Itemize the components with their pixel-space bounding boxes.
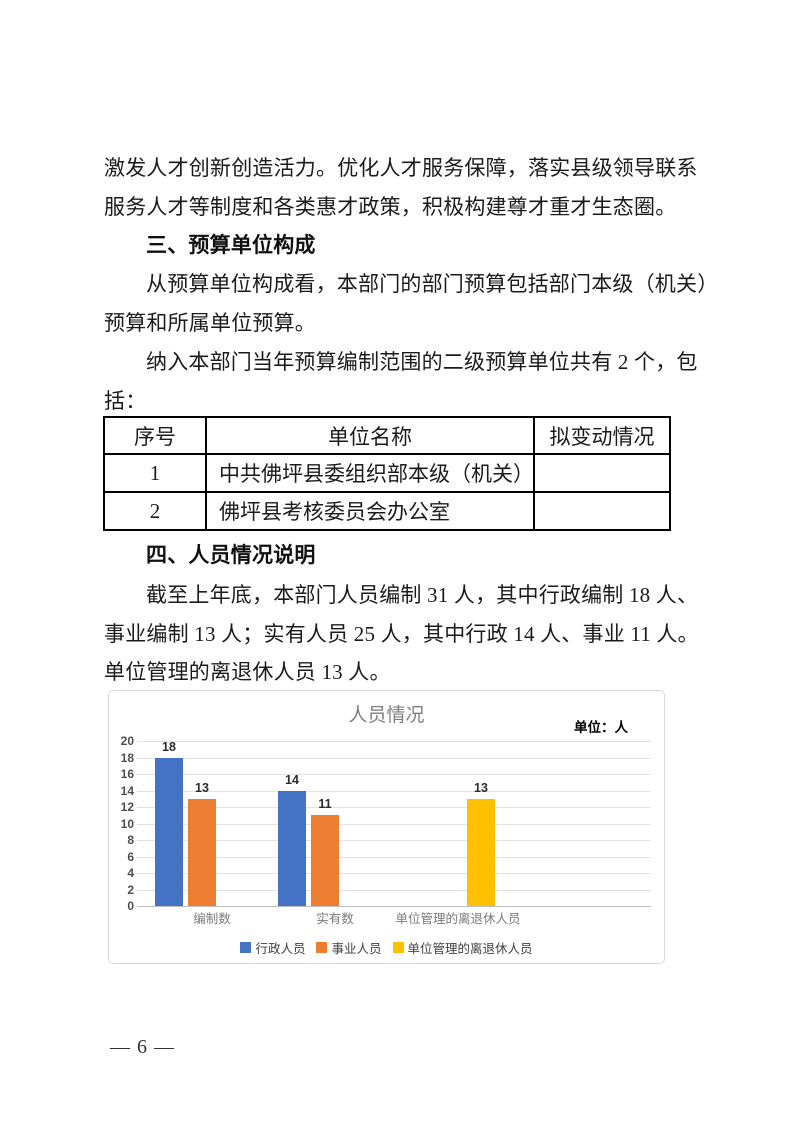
cell-unit-name: 佛坪县考核委员会办公室	[205, 491, 535, 531]
paragraph-line: 纳入本部门当年预算编制范围的二级预算单位共有 2 个，包	[146, 349, 698, 374]
column-header-unit-name: 单位名称	[205, 416, 535, 455]
gridline	[137, 757, 651, 759]
column-header-seq: 序号	[103, 416, 207, 455]
gridline	[137, 873, 651, 874]
cell-seq: 1	[103, 453, 207, 493]
chart-plot-area: 0 2 4 6 8 10 12 14 16 18 20 18 14 13 11 13 编制数 实有数 单位管理的离退…	[109, 691, 664, 963]
bar-value-label: 18	[162, 739, 176, 754]
chart-bar	[188, 798, 216, 906]
paragraph-line: 服务人才等制度和各类惠才政策，积极构建尊才重才生态圈。	[104, 194, 677, 219]
gridline	[137, 823, 651, 825]
legend-swatch	[240, 942, 252, 953]
chart-bar	[311, 815, 339, 906]
gridline	[137, 889, 651, 891]
table-row: 2 佛坪县考核委员会办公室	[103, 491, 671, 531]
legend-swatch	[392, 942, 404, 953]
y-axis-tick: 4	[127, 866, 134, 880]
cell-seq: 2	[103, 491, 207, 531]
legend-label: 行政人员	[255, 942, 306, 956]
chart-unit-label: 单位：人	[574, 720, 628, 735]
y-axis-tick: 14	[120, 783, 134, 798]
cell-change	[533, 453, 671, 493]
gridline	[137, 774, 651, 775]
bar-value-label: 14	[285, 772, 299, 787]
paragraph-line: 截至上年底，本部门人员编制 31 人，其中行政编制 18 人、	[146, 582, 699, 607]
section-heading-personnel: 四、人员情况说明	[146, 544, 316, 567]
paragraph-line: 事业编制 13 人；实有人员 25 人，其中行政 14 人、事业 11 人。	[104, 621, 699, 646]
gridline	[137, 856, 651, 858]
table-row: 1 中共佛坪县委组织部本级（机关）	[103, 453, 671, 493]
upper-text-block: 激发人才创新创造活力。优化人才服务保障，落实县级领导联系 服务人才等制度和各类惠…	[104, 149, 719, 421]
lower-text-block: 四、人员情况说明 截至上年底，本部门人员编制 31 人，其中行政编制 18 人、…	[104, 537, 704, 692]
y-axis-tick: 12	[120, 800, 134, 814]
legend-label: 单位管理的离退休人员	[407, 942, 533, 956]
gridline	[137, 840, 651, 841]
y-axis-tick: 16	[120, 767, 134, 781]
chart-bar	[155, 757, 183, 906]
paragraph-line: 激发人才创新创造活力。优化人才服务保障，落实县级领导联系	[104, 156, 698, 180]
chart-legend: 行政人员 事业人员 单位管理的离退休人员	[109, 938, 664, 957]
x-axis-category-label: 单位管理的离退休人员	[395, 912, 521, 926]
personnel-chart: 人员情况 单位：人 0 2 4 6 8 10 12 14 16 18 20 18 14 13 11 13 编制数…	[108, 690, 665, 964]
y-axis-tick: 20	[120, 734, 134, 748]
gridline	[137, 790, 651, 792]
page-number: — 6 —	[110, 1036, 175, 1058]
column-header-change: 拟变动情况	[533, 416, 671, 455]
x-axis-line	[137, 906, 651, 907]
legend-swatch	[316, 942, 328, 953]
legend-item: 行政人员	[240, 938, 305, 957]
chart-title: 人员情况	[348, 705, 425, 726]
legend-item: 事业人员	[316, 938, 382, 957]
section-heading-budget-units: 三、预算单位构成	[146, 233, 316, 257]
cell-unit-name: 中共佛坪县委组织部本级（机关）	[205, 453, 535, 493]
bar-value-label: 11	[318, 797, 332, 812]
y-axis-tick: 2	[127, 882, 134, 897]
paragraph-line: 单位管理的离退休人员 13 人。	[104, 660, 391, 685]
gridline	[137, 741, 651, 742]
chart-bar	[467, 798, 495, 906]
bar-value-label: 13	[195, 780, 209, 795]
y-axis-tick: 0	[127, 899, 134, 913]
chart-bar	[278, 790, 306, 906]
table-header-row: 序号 单位名称 拟变动情况	[103, 416, 671, 455]
budget-units-table: 序号 单位名称 拟变动情况 1 中共佛坪县委组织部本级（机关） 2 佛坪县考核委…	[103, 416, 671, 531]
legend-item: 单位管理的离退休人员	[392, 938, 533, 957]
paragraph-line: 从预算单位构成看，本部门的部门预算包括部门本级（机关）	[146, 272, 719, 297]
legend-label: 事业人员	[331, 942, 382, 956]
paragraph-line: 括：	[104, 388, 147, 413]
y-axis-tick: 6	[127, 849, 134, 864]
cell-change	[533, 491, 671, 531]
bar-value-label: 13	[474, 780, 488, 795]
y-axis-tick: 10	[120, 816, 134, 831]
x-axis-category-label: 实有数	[316, 912, 354, 926]
gridline	[137, 807, 651, 808]
y-axis-tick: 8	[127, 833, 134, 847]
paragraph-line: 预算和所属单位预算。	[104, 311, 316, 336]
x-axis-category-label: 编制数	[193, 912, 231, 926]
y-axis-tick: 18	[120, 750, 134, 765]
